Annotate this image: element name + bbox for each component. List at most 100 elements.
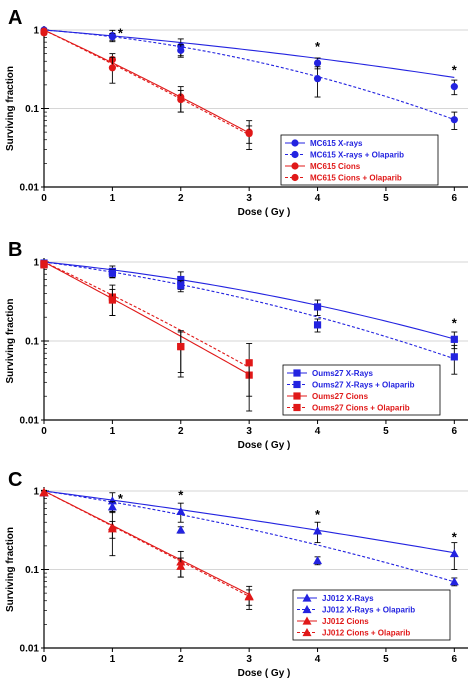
data-point: [313, 75, 322, 83]
legend-label: JJ012 X-Rays + Olaparib: [322, 606, 415, 615]
legend-label: MC615 X-rays: [310, 139, 363, 148]
legend-marker: [302, 605, 312, 614]
fit-curve: [43, 29, 250, 134]
legend-entry: JJ012 X-Rays + Olaparib: [297, 605, 415, 615]
x-tick-label: 3: [246, 426, 252, 437]
y-tick-label: 0.01: [20, 416, 40, 427]
fit-curve: [43, 29, 455, 121]
x-tick-label: 2: [178, 654, 184, 665]
significance-star: *: [178, 487, 184, 502]
data-point: [176, 506, 186, 515]
x-tick-label: 0: [41, 654, 47, 665]
series-4: [39, 487, 254, 606]
x-axis-label: Dose ( Gy ): [238, 207, 291, 218]
legend-marker: [293, 369, 301, 377]
x-tick-label: 4: [315, 426, 321, 437]
data-point: [177, 275, 185, 284]
legend-label: JJ012 Cions: [322, 617, 369, 626]
legend-marker: [293, 403, 301, 412]
data-point: [177, 282, 185, 290]
series-2: [39, 488, 459, 587]
x-tick-label: 6: [452, 654, 458, 665]
y-tick-label: 1: [33, 487, 39, 498]
legend: Oums27 X-Rays Oums27 X-Rays + Olaparib Oum…: [282, 364, 441, 416]
significance-star: *: [452, 529, 458, 544]
data-point: [450, 353, 458, 361]
x-tick-label: 3: [246, 654, 252, 665]
data-point: [108, 33, 116, 41]
significance-star: *: [452, 63, 458, 78]
legend-label: JJ012 X-Rays: [322, 594, 374, 603]
data-point: [108, 64, 116, 72]
x-tick-label: 5: [383, 654, 389, 665]
legend-label: Oums27 X-Rays + Olaparib: [312, 381, 415, 390]
x-tick-label: 2: [178, 193, 184, 204]
legend-marker: [302, 616, 312, 625]
legend-label: Oums27 X-Rays: [312, 369, 373, 378]
series-3: [39, 488, 254, 610]
x-tick-label: 4: [315, 654, 321, 665]
legend-entry: MC615 X-rays + Olaparib: [285, 151, 404, 160]
significance-star: *: [452, 315, 458, 330]
x-tick-label: 6: [452, 426, 458, 437]
fit-curve: [43, 490, 250, 597]
significance-star: *: [118, 26, 124, 41]
data-point: [107, 502, 117, 511]
legend-entry: Oums27 X-Rays: [287, 369, 373, 378]
legend-label: MC615 Cions: [310, 162, 361, 171]
data-point: [177, 46, 185, 54]
legend: MC615 X-rays MC615 X-rays + Olaparib MC615…: [280, 134, 439, 186]
legend-label: MC615 X-rays + Olaparib: [310, 151, 404, 160]
data-point: [449, 577, 459, 586]
fit-curve: [43, 261, 455, 340]
data-point: [177, 95, 185, 104]
data-point: [176, 561, 186, 570]
x-tick-label: 2: [178, 426, 184, 437]
y-tick-label: 1: [33, 258, 39, 269]
series-2: [40, 27, 458, 130]
significance-star: *: [118, 491, 124, 506]
x-tick-label: 1: [110, 193, 116, 204]
legend-label: Oums27 Cions: [312, 392, 369, 401]
series-1: [40, 259, 458, 350]
legend-box: [280, 134, 439, 186]
panel-letter: B: [8, 239, 22, 261]
y-axis-label: Surviving fraction: [5, 66, 16, 151]
data-point: [313, 556, 323, 565]
data-point: [245, 359, 253, 367]
fit-curve: [43, 490, 250, 595]
data-point: [313, 303, 322, 311]
legend-marker: [291, 139, 299, 147]
legend-entry: MC615 Cions: [285, 162, 361, 171]
data-point: [450, 83, 458, 91]
data-point: [450, 116, 458, 124]
fit-curve: [43, 261, 455, 360]
y-tick-label: 0.01: [20, 644, 40, 655]
data-point: [40, 260, 48, 268]
data-point: [108, 296, 116, 304]
panel-letter: C: [8, 469, 22, 491]
data-point: [313, 59, 322, 67]
legend-entry: Oums27 X-Rays + Olaparib: [287, 381, 415, 390]
x-axis-label: Dose ( Gy ): [238, 440, 291, 451]
significance-star: *: [315, 507, 321, 522]
data-point: [40, 27, 48, 35]
data-point: [107, 524, 117, 533]
legend-entry: JJ012 X-Rays: [297, 593, 374, 603]
data-point: [176, 525, 186, 534]
legend-box: [292, 589, 451, 641]
legend-entry: MC615 Cions + Olaparib: [285, 174, 402, 183]
data-point: [449, 548, 459, 558]
fit-curve: [43, 29, 250, 136]
series-4: [40, 260, 253, 412]
x-tick-label: 0: [41, 426, 47, 437]
fit-curve: [43, 261, 250, 375]
data-point: [108, 269, 116, 277]
y-axis-label: Surviving fraction: [5, 527, 16, 612]
y-tick-label: 0.01: [20, 183, 40, 194]
y-tick-label: 1: [33, 26, 39, 37]
fit-curve: [43, 490, 455, 583]
legend-marker: [291, 162, 299, 170]
